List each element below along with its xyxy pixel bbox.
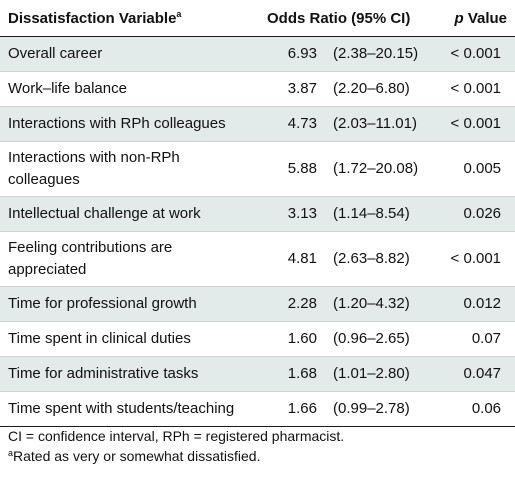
cell-confidence-interval: (2.20–6.80) [317, 71, 426, 107]
cell-odds-ratio: 5.88 [257, 141, 317, 197]
header-variable: Dissatisfaction Variablea [0, 0, 257, 37]
cell-variable: Intellectual challenge at work [0, 196, 257, 232]
footnote-a: aRated as very or somewhat dissatisfied. [8, 448, 261, 464]
table-row: Work–life balance 3.87 (2.20–6.80) < 0.001 [0, 71, 515, 107]
header-odds-ratio: Odds Ratio (95% CI) [257, 0, 426, 37]
cell-p-value: 0.026 [425, 196, 515, 232]
cell-variable: Overall career [0, 36, 257, 72]
cell-variable: Time spent with students/teaching [0, 391, 257, 427]
cell-odds-ratio: 2.28 [257, 286, 317, 322]
cell-p-value: 0.06 [425, 391, 515, 427]
cell-variable: Feeling contributions are appreciated [0, 231, 257, 287]
cell-p-value: 0.047 [425, 356, 515, 392]
cell-odds-ratio: 3.13 [257, 196, 317, 232]
cell-p-value: 0.07 [425, 321, 515, 357]
table-row: Time spent with students/teaching 1.66 (0.… [0, 391, 515, 427]
cell-p-value: 0.012 [425, 286, 515, 322]
cell-odds-ratio: 4.73 [257, 106, 317, 142]
cell-p-value: < 0.001 [425, 106, 515, 142]
table-footnotes: CI = confidence interval, RPh = register… [8, 426, 344, 466]
table-row: Time for professional growth 2.28 (1.20–4.… [0, 286, 515, 322]
cell-variable: Time for administrative tasks [0, 356, 257, 392]
cell-variable: Work–life balance [0, 71, 257, 107]
cell-odds-ratio: 1.68 [257, 356, 317, 392]
header-p-value: p Value [425, 0, 515, 37]
cell-odds-ratio: 4.81 [257, 231, 317, 287]
cell-confidence-interval: (2.63–8.82) [317, 231, 426, 287]
table-header: Dissatisfaction Variablea Odds Ratio (95… [0, 0, 515, 37]
cell-confidence-interval: (0.99–2.78) [317, 391, 426, 427]
odds-ratio-table: Dissatisfaction Variablea Odds Ratio (95… [0, 0, 515, 427]
cell-variable: Interactions with RPh colleagues [0, 106, 257, 142]
table-row: Intellectual challenge at work 3.13 (1.14–… [0, 196, 515, 232]
table-row: Interactions with non-RPh colleagues 5.88… [0, 141, 515, 197]
table-row: Feeling contributions are appreciated 4.8… [0, 231, 515, 287]
cell-p-value: < 0.001 [425, 36, 515, 72]
cell-confidence-interval: (1.20–4.32) [317, 286, 426, 322]
cell-odds-ratio: 1.66 [257, 391, 317, 427]
table-row: Time spent in clinical duties 1.60 (0.96–2… [0, 321, 515, 357]
cell-confidence-interval: (2.03–11.01) [317, 106, 426, 142]
cell-odds-ratio: 6.93 [257, 36, 317, 72]
table-body: Overall career 6.93 (2.38–20.15) < 0.001 Wor… [0, 36, 515, 427]
cell-confidence-interval: (1.01–2.80) [317, 356, 426, 392]
table-row: Overall career 6.93 (2.38–20.15) < 0.001 [0, 36, 515, 72]
cell-confidence-interval: (2.38–20.15) [317, 36, 426, 72]
cell-confidence-interval: (1.14–8.54) [317, 196, 426, 232]
table-row: Interactions with RPh colleagues 4.73 (2.0… [0, 106, 515, 142]
table-row: Time for administrative tasks 1.68 (1.01–2… [0, 356, 515, 392]
cell-variable: Interactions with non-RPh colleagues [0, 141, 257, 197]
footnote-abbreviations: CI = confidence interval, RPh = register… [8, 428, 345, 444]
cell-p-value: 0.005 [425, 141, 515, 197]
cell-variable: Time for professional growth [0, 286, 257, 322]
footnote-marker-a: a [176, 8, 182, 19]
cell-odds-ratio: 3.87 [257, 71, 317, 107]
cell-confidence-interval: (0.96–2.65) [317, 321, 426, 357]
cell-p-value: < 0.001 [425, 71, 515, 107]
cell-odds-ratio: 1.60 [257, 321, 317, 357]
cell-p-value: < 0.001 [425, 231, 515, 287]
cell-confidence-interval: (1.72–20.08) [317, 141, 426, 197]
cell-variable: Time spent in clinical duties [0, 321, 257, 357]
